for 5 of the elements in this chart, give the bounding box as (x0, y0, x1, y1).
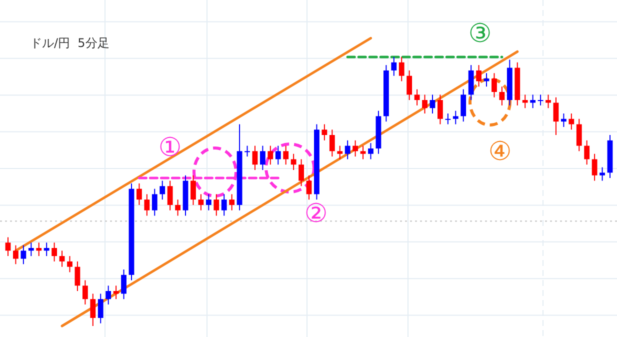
chart-title: ドル/円 5分足 (30, 36, 110, 50)
annotation: ② (304, 199, 328, 229)
annotation: ④ (488, 137, 512, 167)
annotation: ① (158, 133, 182, 163)
text: ③ (468, 19, 492, 49)
